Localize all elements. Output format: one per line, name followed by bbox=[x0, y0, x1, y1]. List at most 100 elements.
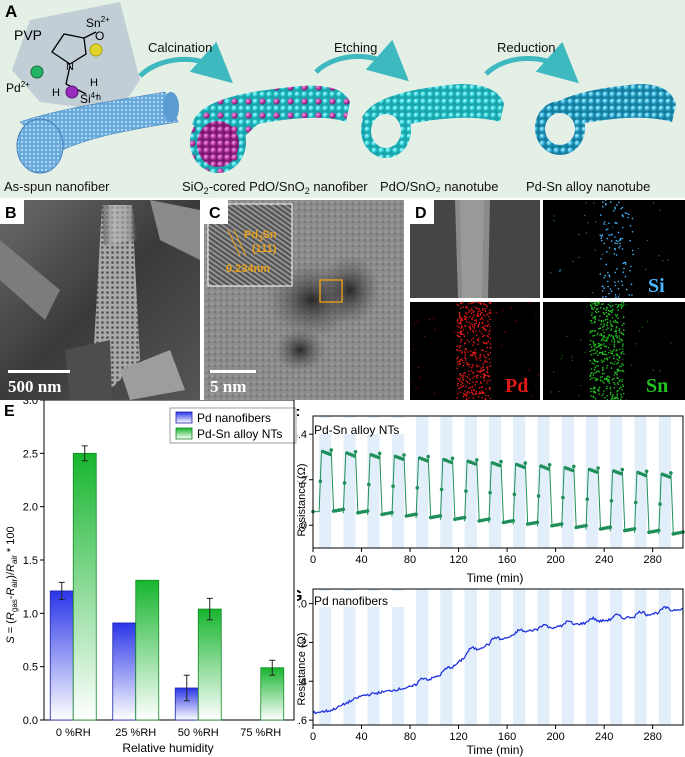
x-tick-label: 200 bbox=[546, 731, 564, 743]
bar-pdsn-2 bbox=[197, 608, 222, 721]
calcination-label: Calcination bbox=[148, 40, 212, 55]
gas-band bbox=[561, 589, 574, 725]
y-tick-label: 2.0 bbox=[23, 502, 38, 514]
gas-band bbox=[319, 589, 332, 725]
data-point bbox=[425, 458, 429, 463]
plane-label: (111) bbox=[252, 243, 277, 255]
data-point bbox=[572, 464, 576, 469]
resistance-trace bbox=[312, 605, 684, 715]
gas-band bbox=[610, 589, 623, 725]
sn-map-label: Sn bbox=[646, 375, 668, 397]
gas-band bbox=[537, 589, 550, 725]
pd-ion-ball bbox=[30, 65, 44, 79]
precursor-inset: PVP O N H H n Sn2+ Pd2+ Si4+ bbox=[6, 2, 140, 112]
gas-band bbox=[440, 416, 453, 548]
data-point bbox=[487, 517, 491, 521]
data-point bbox=[522, 465, 526, 469]
pdo-sno2-nanotube-illustration bbox=[361, 84, 504, 158]
title-backdrop bbox=[315, 591, 411, 607]
data-point bbox=[511, 518, 515, 523]
x-tick-label: 40 bbox=[355, 554, 367, 566]
pd-sn-alloy-nanotube-illustration bbox=[535, 84, 676, 155]
data-point bbox=[328, 452, 332, 456]
sn-ion-ball bbox=[89, 43, 103, 57]
panel-g-letter: G bbox=[297, 588, 302, 605]
gas-band bbox=[634, 416, 647, 548]
gas-band bbox=[610, 416, 623, 548]
x-tick-label: 0 bbox=[310, 731, 316, 743]
hydrogen-label-1: H bbox=[52, 87, 60, 99]
x-tick-label: 240 bbox=[595, 731, 613, 743]
x-tick-label: 0 bbox=[310, 554, 316, 566]
y-tick-label: 0.5 bbox=[23, 662, 38, 674]
stage-caption-alloy: Pd-Sn alloy nanotube bbox=[526, 179, 650, 194]
gas-band bbox=[367, 589, 380, 725]
pd-map-label: Pd bbox=[505, 375, 528, 397]
data-point bbox=[365, 509, 370, 513]
x-tick-label: 200 bbox=[546, 554, 564, 566]
panel-f-letter: F bbox=[297, 407, 300, 424]
data-point bbox=[438, 514, 443, 518]
data-point bbox=[498, 463, 502, 468]
data-point bbox=[376, 455, 381, 460]
x-tick-label: 50 %RH bbox=[178, 727, 219, 739]
data-point bbox=[619, 471, 623, 476]
panel-e-y-label: S = (Rgas-Rair)/Rair * 100 bbox=[5, 526, 19, 643]
gas-band bbox=[658, 416, 671, 548]
panel-e-letter: E bbox=[4, 403, 15, 420]
data-point bbox=[401, 457, 405, 461]
panel-c-scale-label: 5 nm bbox=[210, 377, 246, 396]
data-point bbox=[633, 500, 638, 505]
gas-band bbox=[343, 589, 356, 725]
title-backdrop bbox=[315, 418, 411, 434]
eds-pd-tile bbox=[410, 302, 540, 400]
legend-swatch-pdsn bbox=[175, 427, 193, 440]
panel-b-scale-label: 500 nm bbox=[8, 377, 61, 396]
legend-label-pd: Pd nanofibers bbox=[197, 411, 271, 425]
data-point bbox=[596, 466, 600, 470]
gas-band bbox=[464, 589, 477, 725]
data-point bbox=[609, 499, 614, 503]
gas-band bbox=[537, 416, 550, 548]
gas-band bbox=[634, 589, 647, 725]
data-point bbox=[342, 481, 347, 485]
sn-ion-label: Sn2+ bbox=[86, 15, 110, 30]
data-point bbox=[402, 453, 406, 457]
x-tick-label: 75 %RH bbox=[240, 727, 281, 739]
gas-band bbox=[343, 416, 356, 548]
data-point bbox=[450, 456, 455, 461]
frame bbox=[312, 588, 684, 726]
data-point bbox=[475, 458, 479, 462]
panel-c-tem-image: Pd3Sn (111) 0.234nm C 5 nm bbox=[204, 200, 404, 400]
panel-c-letter: C bbox=[209, 205, 221, 222]
data-point bbox=[658, 502, 662, 506]
gas-band bbox=[319, 416, 332, 548]
gas-band bbox=[391, 416, 404, 548]
y-tick-label: 1.6 bbox=[297, 715, 307, 727]
panel-a: A PVP O N H H n Sn2+ Pd2+ Si4+ bbox=[0, 0, 685, 198]
data-point bbox=[353, 450, 358, 454]
as-spun-fiber-illustration bbox=[16, 91, 179, 174]
data-point bbox=[667, 475, 672, 479]
gas-band bbox=[488, 589, 502, 725]
data-point bbox=[523, 461, 528, 465]
data-point bbox=[414, 512, 418, 516]
gas-band bbox=[391, 589, 404, 725]
data-point bbox=[352, 454, 356, 458]
gas-band bbox=[585, 416, 599, 548]
x-tick-label: 280 bbox=[643, 731, 661, 743]
data-point bbox=[329, 448, 333, 452]
data-point bbox=[367, 482, 371, 487]
frame bbox=[312, 415, 684, 549]
data-point bbox=[512, 492, 517, 497]
panel-f-y-label: Resistance (Ω) bbox=[297, 463, 308, 536]
panel-f-line-chart: F Resistance (Ω) Time (min) 0 40 80 120 160 2… bbox=[297, 407, 685, 585]
bar-pdsn-0 bbox=[72, 452, 97, 721]
data-point bbox=[415, 486, 420, 490]
pvp-label: PVP bbox=[14, 27, 42, 43]
data-point bbox=[570, 468, 575, 473]
gas-band bbox=[488, 416, 502, 548]
data-point bbox=[644, 469, 649, 474]
reduction-arrow bbox=[484, 41, 579, 84]
oxygen-label: O bbox=[95, 29, 104, 43]
